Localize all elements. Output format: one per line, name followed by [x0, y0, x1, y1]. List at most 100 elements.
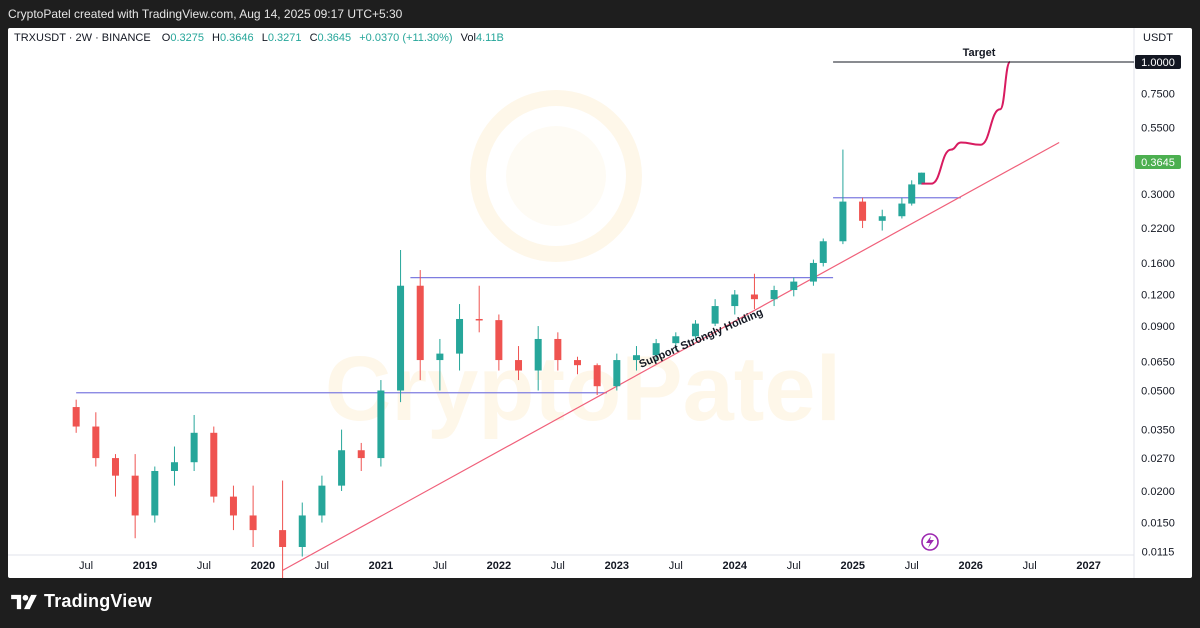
- candle-body: [632, 355, 640, 361]
- candle-body: [534, 338, 542, 371]
- time-tick-label: Jul: [551, 560, 565, 572]
- candle: [92, 412, 100, 467]
- candle-body: [593, 365, 601, 387]
- candle-body: [859, 201, 867, 221]
- candle: [279, 480, 287, 578]
- candle-body: [475, 318, 483, 321]
- price-tick-label: 0.2200: [1141, 223, 1175, 235]
- price-axis-currency: USDT: [1143, 32, 1173, 44]
- price-tick-label: 0.0270: [1141, 453, 1175, 465]
- symbol-legend: TRXUSDT · 2W · BINANCE O0.3275 H0.3646 L…: [14, 32, 504, 44]
- candle-body: [711, 306, 719, 324]
- candle: [495, 314, 503, 371]
- candle: [691, 320, 699, 339]
- candle: [151, 466, 159, 523]
- chart-panel[interactable]: CryptoPatel USDT 0.75000.55000.40000.300…: [8, 28, 1192, 578]
- time-tick-label: 2024: [723, 560, 748, 572]
- price-tick-label: 0.0350: [1141, 425, 1175, 437]
- candle: [809, 259, 817, 286]
- time-axis-ticks: Jul 2019 Jul 2020 Jul 2021 Jul 2022 Jul 2023 Jul 20…: [79, 560, 1101, 572]
- candle: [574, 356, 581, 375]
- last-price-badge: 0.3645: [1135, 155, 1181, 169]
- high-value: 0.3646: [220, 32, 254, 44]
- candle: [436, 338, 444, 391]
- candle-body: [652, 343, 660, 356]
- candle-body: [908, 184, 916, 204]
- candle-body: [691, 323, 699, 337]
- projection-path[interactable]: [921, 61, 1012, 185]
- candle-body: [515, 360, 523, 371]
- candle: [750, 273, 758, 310]
- candle-body: [416, 285, 424, 361]
- attribution-text: CryptoPatel created with TradingView.com…: [8, 7, 403, 21]
- time-tick-label: 2025: [840, 560, 864, 572]
- time-tick-label: Jul: [669, 560, 683, 572]
- candle-body: [436, 353, 444, 361]
- candle: [111, 454, 119, 497]
- candle: [819, 238, 827, 267]
- time-tick-label: Jul: [905, 560, 919, 572]
- price-tick-label: 0.0115: [1142, 547, 1175, 559]
- volume-value: 4.11B: [476, 32, 504, 44]
- lightning-icon[interactable]: [921, 533, 939, 551]
- candle-body: [819, 241, 827, 263]
- candle: [711, 299, 719, 327]
- time-tick-label: 2019: [133, 560, 157, 572]
- time-tick-label: Jul: [197, 560, 211, 572]
- candle: [416, 270, 424, 381]
- tradingview-logo[interactable]: TradingView: [10, 591, 152, 612]
- open-value: 0.3275: [170, 32, 204, 44]
- candle-body: [338, 450, 346, 486]
- candle-body: [377, 390, 385, 459]
- close-value: 0.3645: [318, 32, 352, 44]
- projection-curve[interactable]: [921, 61, 1012, 185]
- price-tick-label: 0.0900: [1141, 321, 1175, 333]
- candles: [72, 149, 926, 578]
- candle-body: [229, 496, 237, 516]
- price-tick-label: 0.3000: [1141, 189, 1175, 201]
- attribution-bar: CryptoPatel created with TradingView.com…: [0, 0, 1200, 28]
- horizontal-levels[interactable]: [76, 197, 961, 394]
- candle-body: [318, 485, 326, 516]
- time-tick-label: 2022: [487, 560, 511, 572]
- candle: [918, 172, 926, 185]
- candle-body: [495, 320, 503, 361]
- candle: [475, 285, 483, 333]
- candle-body: [92, 426, 100, 459]
- price-tick-label: 0.1600: [1141, 258, 1175, 270]
- price-chart[interactable]: CryptoPatel USDT 0.75000.55000.40000.300…: [8, 28, 1192, 578]
- candle-body: [839, 201, 847, 242]
- time-tick-label: Jul: [787, 560, 801, 572]
- candle: [790, 277, 798, 297]
- candle-body: [672, 336, 680, 344]
- time-tick-label: 2020: [251, 560, 275, 572]
- candle-body: [918, 172, 926, 185]
- candle: [190, 414, 198, 471]
- time-tick-label: 2021: [369, 560, 393, 572]
- candle: [839, 149, 847, 245]
- candle: [652, 338, 660, 362]
- price-tick-label: 0.0150: [1141, 518, 1175, 530]
- candle-body: [613, 360, 621, 387]
- candle: [878, 209, 886, 231]
- support-trendline[interactable]: [282, 141, 1060, 571]
- candle: [613, 353, 621, 391]
- tradingview-mark-icon: [11, 594, 37, 609]
- candle: [357, 442, 365, 471]
- candle-body: [554, 338, 562, 361]
- candle: [456, 304, 464, 371]
- candle: [672, 332, 680, 351]
- candle: [515, 346, 523, 381]
- watermark-text: CryptoPatel: [325, 338, 841, 440]
- candle-body: [279, 530, 287, 548]
- candle: [554, 332, 562, 371]
- candle-body: [131, 475, 139, 516]
- price-tick-label: 0.0650: [1141, 357, 1175, 369]
- candle: [72, 399, 80, 433]
- footer-bar: [0, 578, 1200, 628]
- trendline-line[interactable]: [282, 141, 1060, 571]
- candle-body: [456, 318, 464, 354]
- candle: [170, 446, 178, 486]
- price-tick-label: 0.1200: [1141, 290, 1175, 302]
- candle: [632, 346, 640, 371]
